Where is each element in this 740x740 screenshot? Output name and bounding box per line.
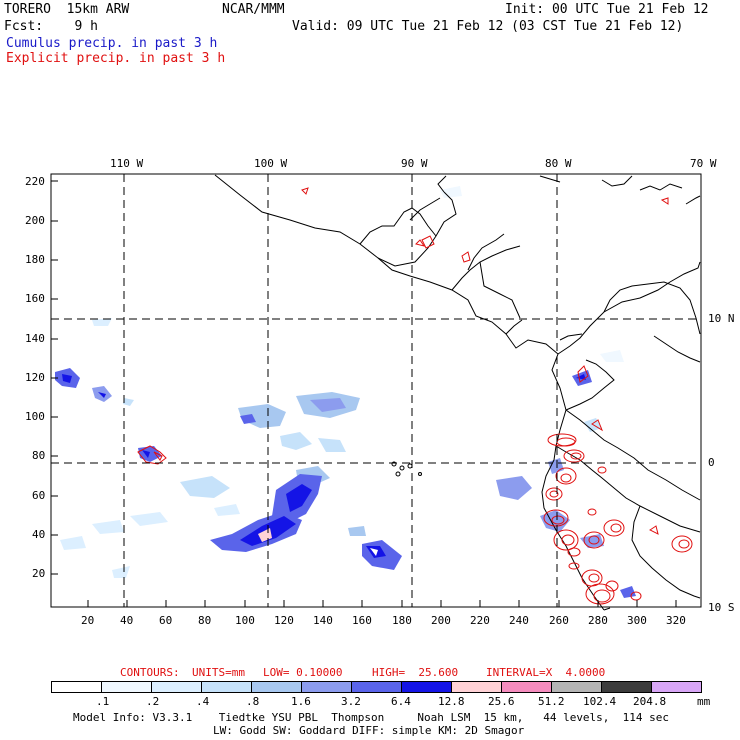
lon-label-90w: 90 W xyxy=(401,157,428,170)
colorbar-swatch xyxy=(351,681,402,693)
x-tick-label: 100 xyxy=(235,614,255,627)
colorbar-swatch xyxy=(501,681,552,693)
x-tick-label: 260 xyxy=(549,614,569,627)
colorbar-swatch xyxy=(551,681,602,693)
axis-ticks xyxy=(51,180,677,607)
explicit-legend: Explicit precip. in past 3 h xyxy=(6,51,226,66)
center-label: NCAR/MMM xyxy=(222,2,285,17)
y-tick-label: 40 xyxy=(32,528,46,541)
colorbar-swatch xyxy=(301,681,352,693)
x-tick-label: 60 xyxy=(159,614,173,627)
x-tick-label: 240 xyxy=(509,614,529,627)
contours-title: CONTOURS: xyxy=(120,666,180,679)
x-tick-label: 160 xyxy=(352,614,372,627)
y-tick-label: 200 xyxy=(25,214,45,227)
map-frame xyxy=(50,173,702,608)
lon-label-100w: 100 W xyxy=(254,157,288,170)
colorbar-label: 51.2 xyxy=(538,695,565,708)
colorbar-swatch xyxy=(401,681,452,693)
y-tick-label: 120 xyxy=(25,371,45,384)
contours-units: UNITS=mm xyxy=(192,666,245,679)
explicit-precip-contours xyxy=(137,187,693,605)
y-tick-label: 180 xyxy=(25,253,45,266)
cumulus-legend: Cumulus precip. in past 3 h xyxy=(6,36,218,51)
colorbar-swatch xyxy=(51,681,102,693)
contours-high: HIGH= 25.600 xyxy=(372,666,459,679)
y-tick-label: 100 xyxy=(25,410,45,423)
lon-label-80w: 80 W xyxy=(545,157,572,170)
colorbar-label: .8 xyxy=(246,695,260,708)
colorbar-swatch xyxy=(651,681,702,693)
colorbar-label: .4 xyxy=(196,695,210,708)
lat-label-10s: 10 S xyxy=(708,601,735,614)
lat-label-0: 0 xyxy=(708,456,715,469)
lon-label-70w: 70 W xyxy=(690,157,717,170)
colorbar-swatch xyxy=(151,681,202,693)
forecast-hour: Fcst: 9 h xyxy=(4,19,98,34)
colorbar-label: 204.8 xyxy=(633,695,667,708)
colorbar-swatch xyxy=(451,681,502,693)
init-time: Init: 00 UTC Tue 21 Feb 12 xyxy=(505,2,709,17)
colorbar-label: 25.6 xyxy=(488,695,515,708)
x-tick-label: 280 xyxy=(588,614,608,627)
y-tick-label: 140 xyxy=(25,332,45,345)
colorbar-swatch xyxy=(101,681,152,693)
y-tick-label: 160 xyxy=(25,292,45,305)
contours-low: LOW= 0.10000 xyxy=(263,666,343,679)
x-tick-label: 140 xyxy=(313,614,333,627)
colorbar-swatch xyxy=(201,681,252,693)
lon-label-110w: 110 W xyxy=(110,157,144,170)
physics-info: LW: Godd SW: Goddard DIFF: simple KM: 2D… xyxy=(213,724,525,737)
x-tick-label: 180 xyxy=(392,614,412,627)
x-tick-label: 300 xyxy=(627,614,647,627)
x-tick-label: 320 xyxy=(666,614,686,627)
colorbar-label: 12.8 xyxy=(438,695,465,708)
contours-interval: INTERVAL=X 4.0000 xyxy=(486,666,606,679)
cumulus-precip-shading xyxy=(55,186,636,598)
x-tick-label: 220 xyxy=(470,614,490,627)
model-title: TORERO 15km ARW xyxy=(4,2,130,17)
coastlines xyxy=(214,174,701,611)
y-tick-label: 60 xyxy=(32,489,46,502)
x-tick-label: 80 xyxy=(198,614,212,627)
colorbar-label: .2 xyxy=(146,695,160,708)
model-info: Model Info: V3.3.1 Tiedtke YSU PBL Thomp… xyxy=(73,711,670,724)
colorbar-label: 3.2 xyxy=(341,695,361,708)
colorbar-label: 102.4 xyxy=(583,695,617,708)
x-tick-label: 20 xyxy=(81,614,95,627)
y-tick-label: 80 xyxy=(32,449,46,462)
x-tick-label: 200 xyxy=(431,614,451,627)
lat-label-10n: 10 N xyxy=(708,312,735,325)
graticule xyxy=(51,174,701,607)
colorbar-label: 6.4 xyxy=(391,695,411,708)
y-tick-label: 20 xyxy=(32,567,46,580)
colorbar-swatch xyxy=(601,681,652,693)
colorbar-unit: mm xyxy=(697,695,711,708)
x-tick-label: 40 xyxy=(120,614,134,627)
valid-time: Valid: 09 UTC Tue 21 Feb 12 (03 CST Tue … xyxy=(292,19,684,34)
colorbar-label: .1 xyxy=(96,695,110,708)
y-tick-label: 220 xyxy=(25,175,45,188)
colorbar-swatch xyxy=(251,681,302,693)
colorbar-label: 1.6 xyxy=(291,695,311,708)
x-tick-label: 120 xyxy=(274,614,294,627)
